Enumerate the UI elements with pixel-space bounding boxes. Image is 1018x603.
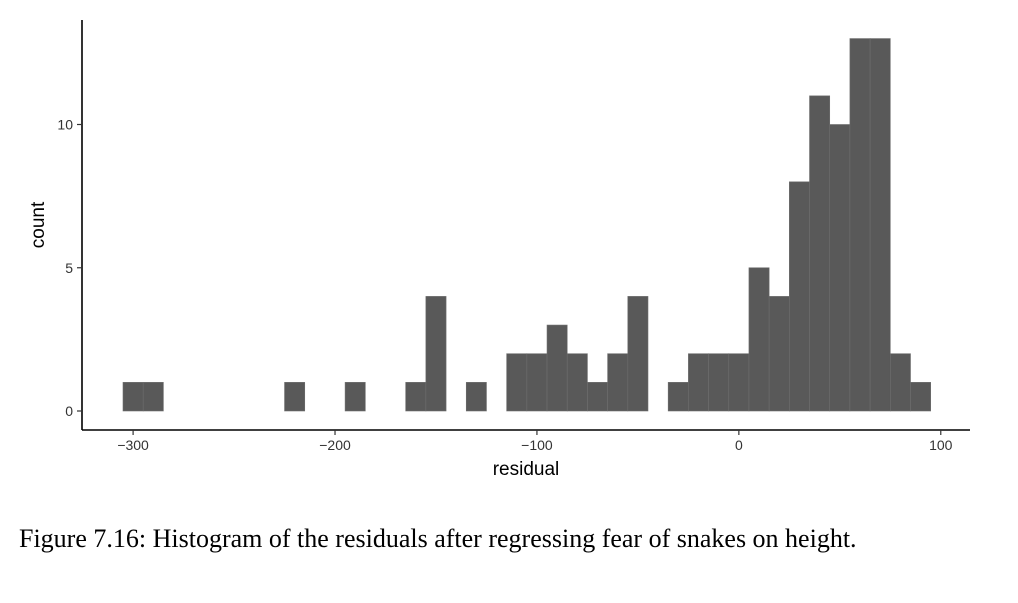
axes-group [81, 20, 970, 431]
histogram-bar-4 [405, 382, 427, 412]
histogram-bar-17 [728, 353, 750, 412]
histogram-bar-7 [506, 353, 528, 412]
histogram-bar-5 [425, 296, 447, 412]
histogram-bar-25 [889, 353, 911, 412]
histogram-bar-0 [122, 382, 144, 412]
histogram-chart: 0 5 10 −300 −200 −100 0 100 residual count [28, 20, 970, 480]
x-ticks-group: −300 −200 −100 0 100 [117, 430, 953, 453]
histogram-bar-10 [566, 353, 588, 412]
histogram-bar-6 [465, 382, 487, 412]
histogram-bar-12 [607, 353, 629, 412]
histogram-bar-8 [526, 353, 548, 412]
x-tick-label: 100 [929, 437, 953, 453]
y-axis-title: count [28, 201, 49, 248]
histogram-bar-14 [667, 382, 689, 412]
histogram-bar-13 [627, 296, 649, 412]
y-tick-label: 0 [65, 403, 73, 419]
histogram-bar-1 [142, 382, 164, 412]
y-ticks-group: 0 5 10 [57, 117, 82, 419]
histogram-bar-2 [284, 382, 306, 412]
figure-caption: Figure 7.16: Histogram of the residuals … [19, 524, 857, 553]
bars-group [122, 38, 931, 412]
histogram-bar-16 [708, 353, 730, 412]
histogram-bar-21 [809, 95, 831, 412]
histogram-bar-9 [546, 324, 568, 412]
x-tick-label: −300 [117, 437, 149, 453]
histogram-bar-19 [768, 296, 790, 412]
histogram-bar-3 [344, 382, 366, 412]
x-tick-label: −100 [521, 437, 553, 453]
histogram-bar-11 [587, 382, 608, 412]
histogram-bar-18 [748, 267, 770, 412]
histogram-bar-15 [688, 353, 709, 412]
histogram-bar-22 [829, 124, 851, 412]
x-tick-label: −200 [319, 437, 351, 453]
histogram-bar-23 [849, 38, 871, 412]
x-axis-title: residual [493, 459, 560, 480]
histogram-bar-20 [789, 181, 810, 412]
y-tick-label: 5 [65, 260, 73, 276]
histogram-bar-26 [910, 382, 931, 412]
histogram-bar-24 [869, 38, 891, 412]
x-tick-label: 0 [735, 437, 743, 453]
y-tick-label: 10 [57, 117, 73, 133]
